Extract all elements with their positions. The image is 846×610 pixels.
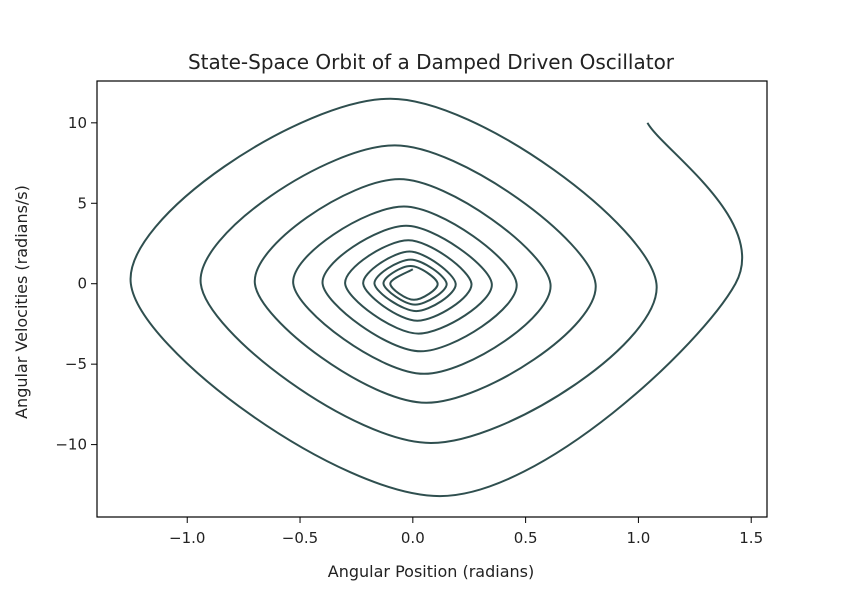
y-axis-ticks: 10 5 0 −5 −10: [55, 114, 97, 454]
series-line: [129, 97, 744, 498]
x-tick-label: 1.0: [626, 529, 650, 547]
plot-series: [129, 97, 744, 498]
x-tick-label: −1.0: [169, 529, 205, 547]
x-tick-label: 0.5: [514, 529, 538, 547]
y-tick-label: 10: [68, 114, 87, 132]
plot-frame: [96, 80, 768, 518]
x-axis-ticks: −1.0 −0.5 0.0 0.5 1.0 1.5: [169, 517, 763, 547]
y-tick-label: −10: [55, 436, 87, 454]
x-tick-label: −0.5: [282, 529, 318, 547]
y-tick-label: 5: [77, 194, 87, 212]
x-tick-label: 0.0: [401, 529, 425, 547]
x-axis-label: Angular Position (radians): [328, 562, 534, 581]
y-tick-label: −5: [65, 355, 87, 373]
y-axis-label: Angular Velocities (radians/s): [12, 185, 31, 419]
chart-title: State-Space Orbit of a Damped Driven Osc…: [188, 50, 675, 74]
y-tick-label: 0: [77, 275, 87, 293]
x-tick-label: 1.5: [739, 529, 763, 547]
